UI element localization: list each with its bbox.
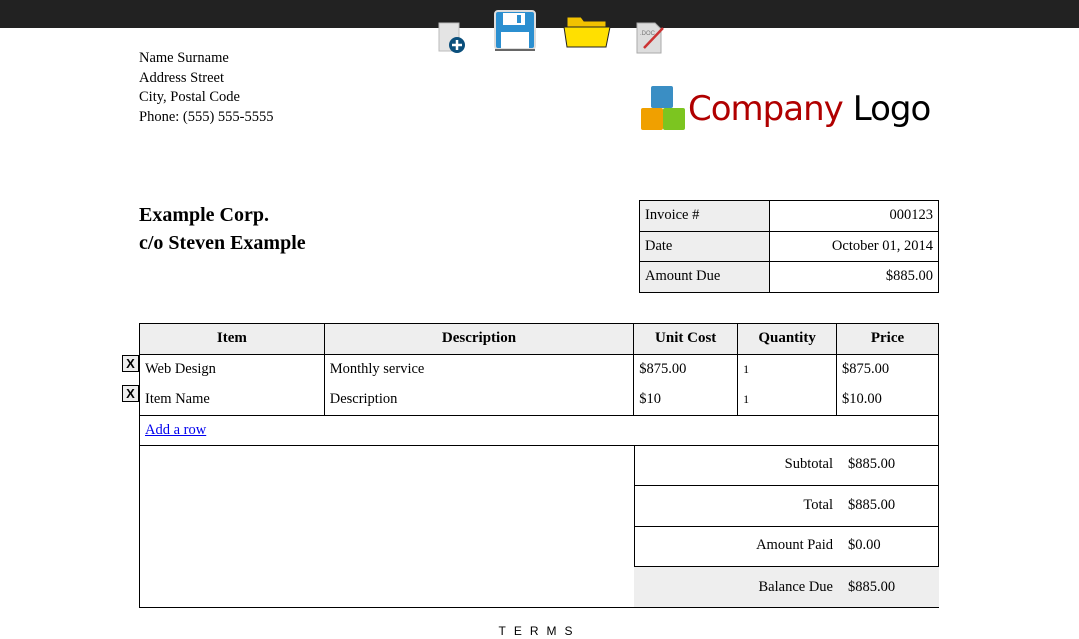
meta-row: Amount Due $885.00 (639, 261, 940, 293)
open-folder-icon (563, 16, 611, 48)
terms-heading: TERMS (498, 624, 581, 638)
table-row: Item Name Description $10 1 $10.00 (139, 384, 939, 415)
save-button[interactable] (493, 10, 537, 52)
total-row: Total $885.00 (634, 486, 939, 527)
new-document-button[interactable] (438, 22, 466, 54)
invoice-date[interactable]: October 01, 2014 (768, 230, 940, 262)
customer-name: Example Corp. (139, 204, 269, 226)
amount-due: $885.00 (768, 261, 940, 293)
table-row: Web Design Monthly service $875.00 1 $87… (139, 354, 939, 385)
customer-block: Example Corp. c/o Steven Example (139, 201, 306, 257)
open-button[interactable] (563, 13, 611, 49)
subtotal-label: Subtotal (784, 456, 833, 473)
export-doc-icon: .DOC (636, 22, 664, 54)
amount-paid-value[interactable]: $0.00 (848, 537, 881, 554)
item-name[interactable]: Web Design (139, 354, 325, 385)
export-doc-button[interactable]: .DOC (636, 22, 666, 54)
header-item: Item (139, 323, 325, 355)
sender-city: City, Postal Code (139, 89, 240, 105)
total-label: Total (803, 497, 833, 514)
balance-due-row: Balance Due $885.00 (634, 567, 939, 607)
meta-row: Invoice #000123 (639, 200, 940, 232)
delete-row-button[interactable]: X (122, 385, 139, 402)
meta-label: Invoice # (639, 200, 770, 232)
sender-street: Address Street (139, 69, 224, 86)
meta-label: Date (639, 230, 770, 262)
subtotal-row: Subtotal $885.00 (634, 445, 939, 486)
save-icon (494, 10, 536, 51)
balance-due-value: $885.00 (848, 578, 896, 595)
items-table: Item Description Unit Cost Quantity Pric… (139, 323, 939, 446)
logo-text-logo: Logo (852, 89, 932, 129)
logo-text-company: Company (688, 89, 844, 129)
item-description[interactable]: Monthly service (323, 354, 635, 385)
header-unit-cost: Unit Cost (633, 323, 739, 355)
item-unit-cost[interactable]: $875.00 (633, 354, 739, 385)
invoice-number[interactable]: 000123 (768, 200, 940, 232)
doc-label: .DOC (640, 31, 656, 37)
amount-paid-label: Amount Paid (756, 537, 833, 554)
sender-name: Name Surname (139, 50, 229, 66)
meta-row: Date October 01, 2014 (639, 230, 940, 262)
header-price: Price (836, 323, 939, 355)
item-price: $10.00 (836, 384, 939, 415)
add-row-link[interactable]: Add a row (145, 421, 207, 438)
item-name[interactable]: Item Name (139, 384, 325, 415)
subtotal-value: $885.00 (848, 456, 896, 473)
item-quantity[interactable]: 1 (737, 384, 838, 415)
invoice-meta-table: Invoice #000123 Date October 01, 2014 Amo… (639, 200, 940, 293)
customer-contact: c/o Steven Example (139, 232, 306, 254)
header-description: Description (323, 323, 635, 355)
item-price: $875.00 (836, 354, 939, 385)
amount-paid-row: Amount Paid $0.00 (634, 526, 939, 567)
item-quantity[interactable]: 1 (737, 354, 838, 385)
company-logo: Company Logo (640, 86, 932, 132)
new-document-icon (438, 22, 465, 53)
delete-row-button[interactable]: X (122, 355, 139, 372)
top-toolbar (0, 0, 1079, 28)
logo-blocks-icon (641, 86, 685, 130)
item-description[interactable]: Description (323, 384, 635, 415)
meta-label: Amount Due (639, 261, 770, 293)
balance-due-label: Balance Due (758, 578, 833, 595)
sender-phone: Phone: (555) 555-5555 (139, 108, 274, 125)
item-unit-cost[interactable]: $10 (633, 384, 739, 415)
sender-address: Name Surname Address Street City, Postal… (139, 49, 274, 127)
header-quantity: Quantity (737, 323, 838, 355)
total-value: $885.00 (848, 497, 896, 514)
